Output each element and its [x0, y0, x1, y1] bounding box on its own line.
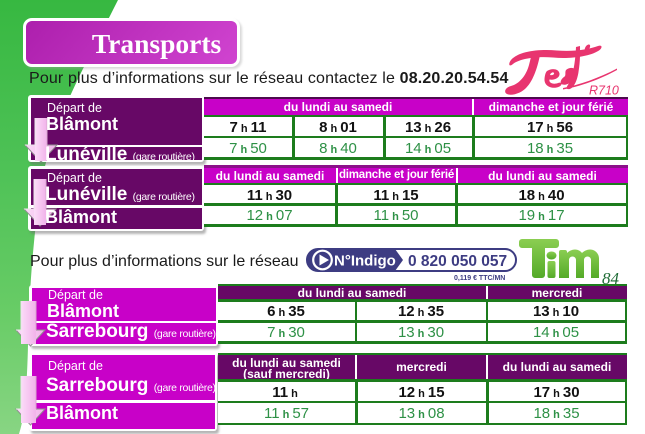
- svg-text:0,119 € TTC/MN: 0,119 € TTC/MN: [454, 275, 505, 282]
- svg-text:R710: R710: [589, 84, 619, 98]
- svg-text:84: 84: [602, 269, 620, 286]
- svg-text:N°Indigo: N°Indigo: [334, 253, 396, 270]
- svg-text:0 820 050 057: 0 820 050 057: [408, 253, 507, 270]
